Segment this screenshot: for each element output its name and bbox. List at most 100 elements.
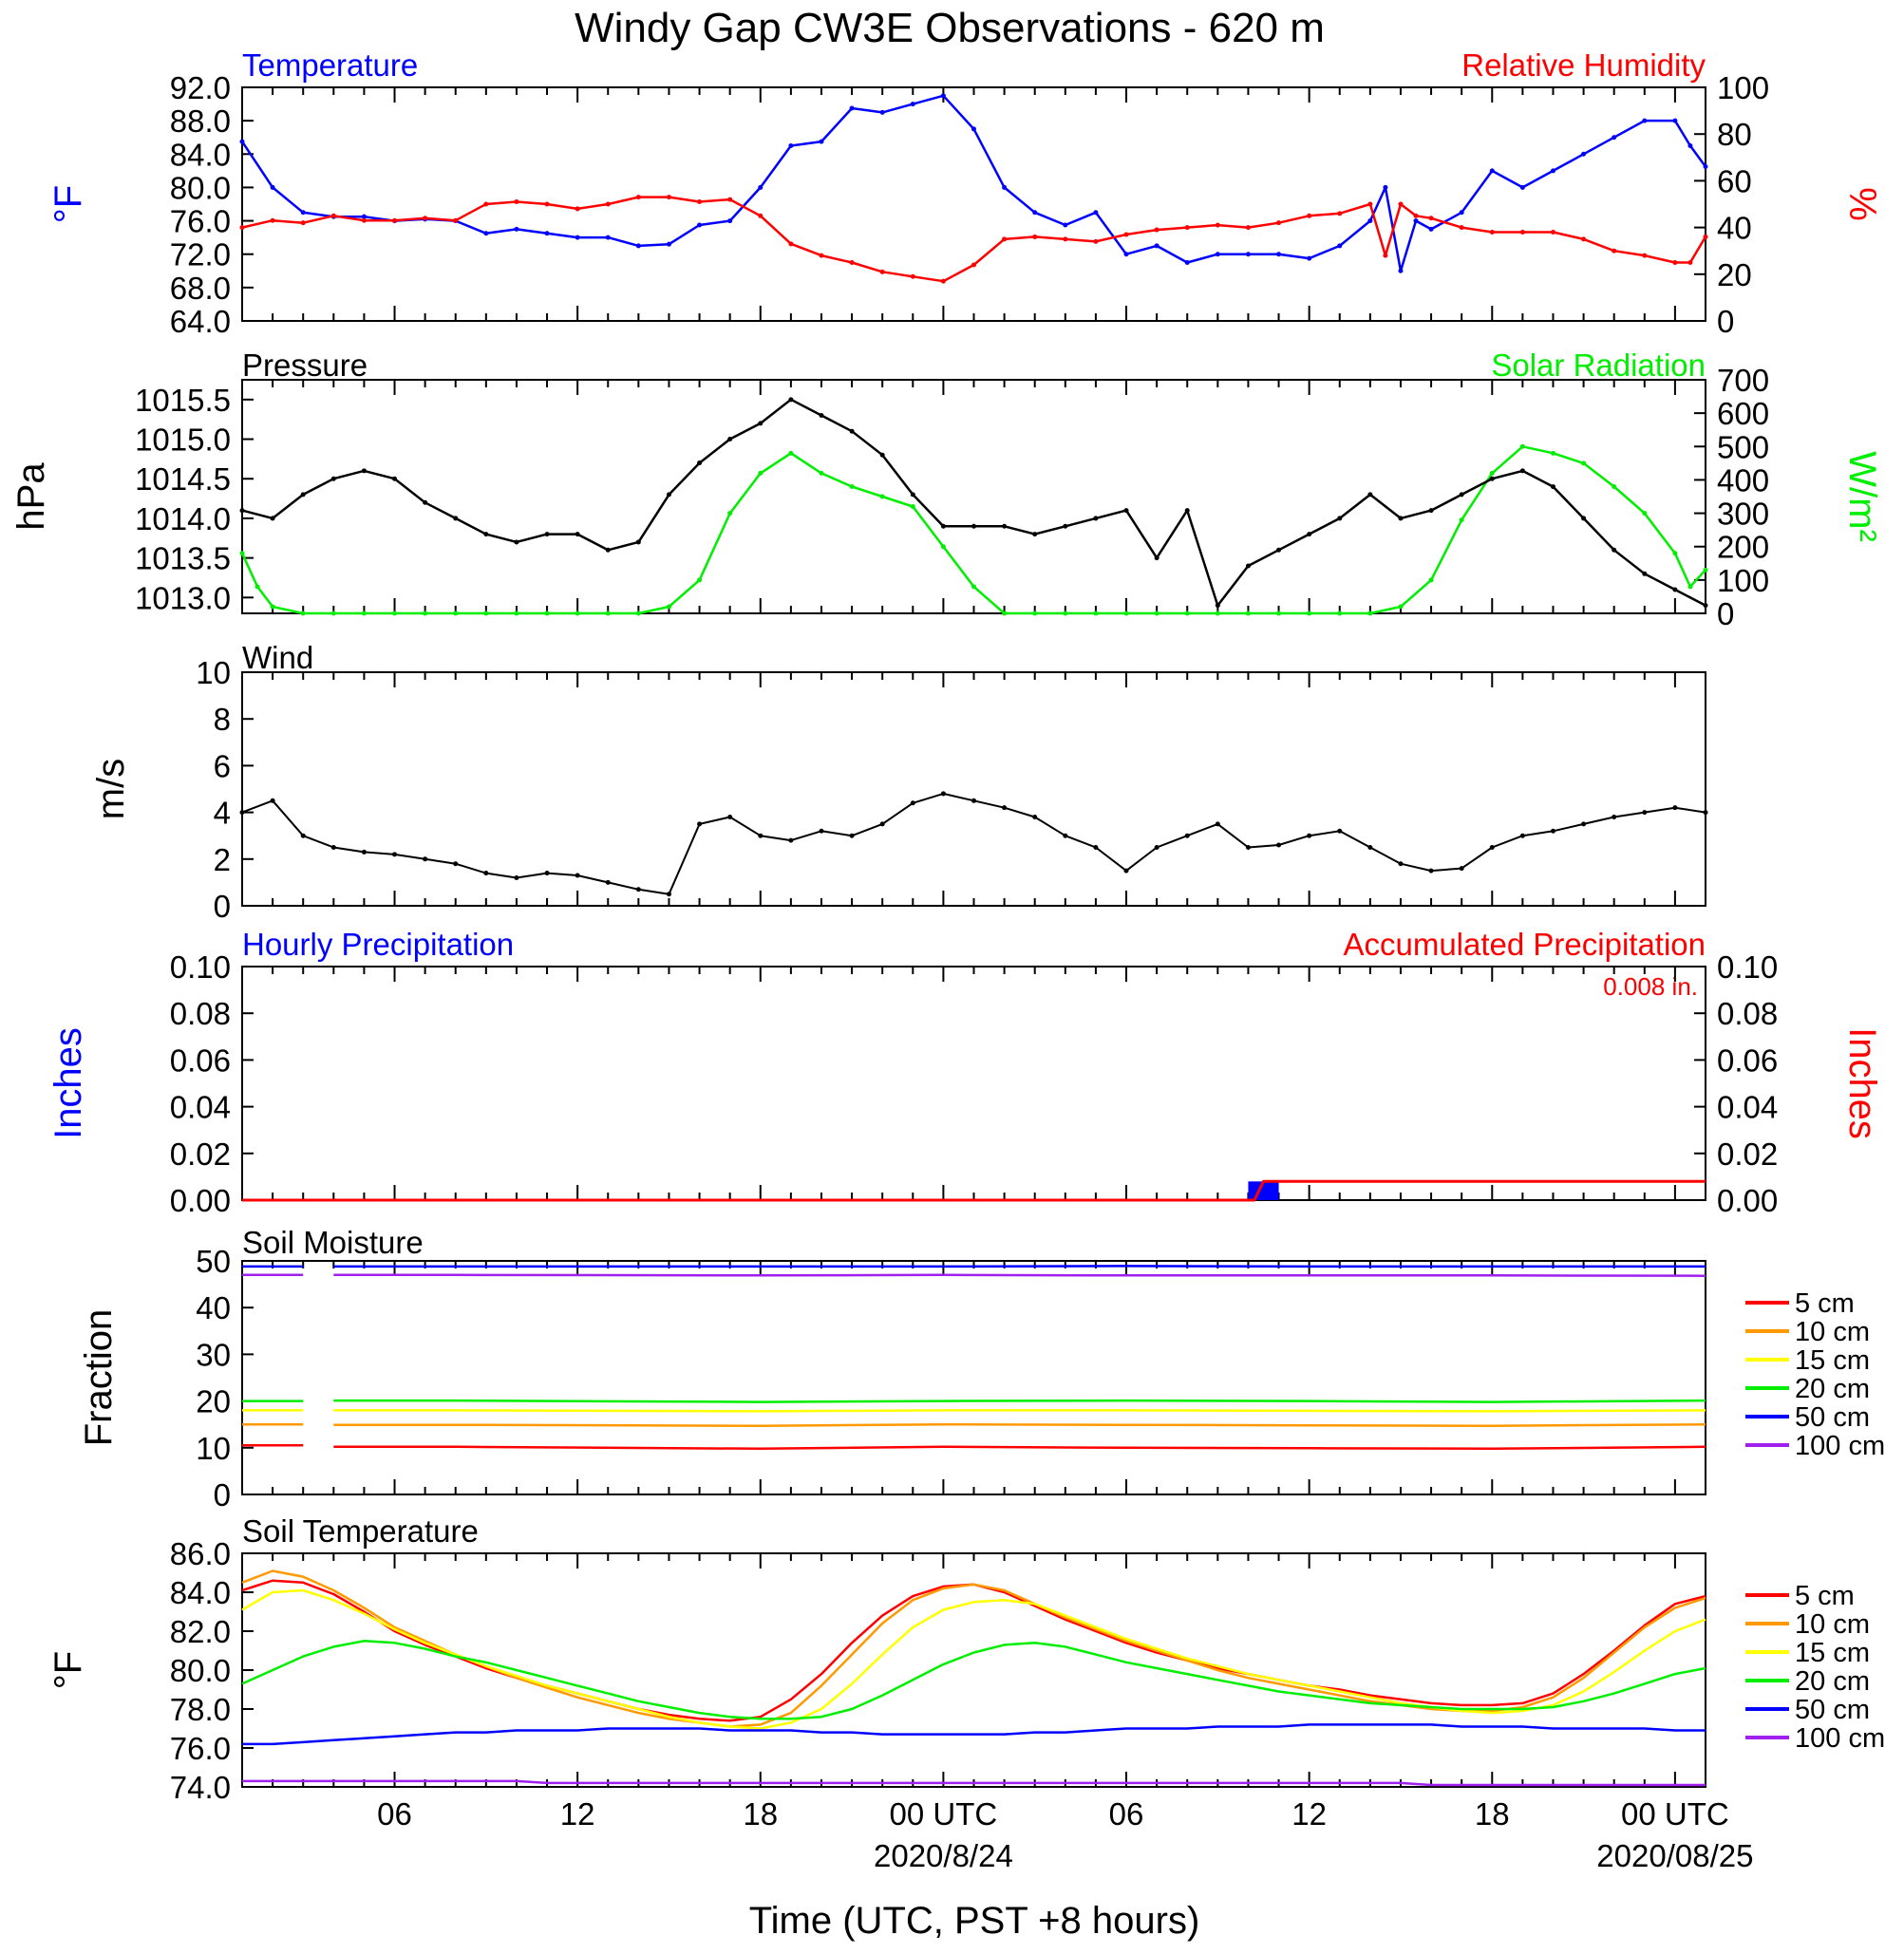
- wind-speed-point: [1032, 815, 1038, 820]
- pressure-unit: hPa: [10, 462, 52, 531]
- relative-humidity-point: [1123, 232, 1129, 237]
- solar-radiation-point: [605, 611, 611, 616]
- soil-moisture-5cm-line: [333, 1445, 1706, 1451]
- pressure-point: [270, 516, 275, 521]
- wind-speed-point: [575, 873, 580, 878]
- wind-speed-point: [1276, 842, 1282, 848]
- y-tick-label: 0: [214, 1477, 231, 1512]
- temperature-point: [544, 231, 550, 236]
- y-tick-label: 92.0: [170, 70, 231, 105]
- solar-radiation-point: [330, 611, 336, 616]
- legend-label: 50 cm: [1795, 1695, 1870, 1725]
- legend-label: 5 cm: [1795, 1288, 1855, 1319]
- humidity-title: Relative Humidity: [1461, 47, 1706, 83]
- soil-moisture-15cm-line: [333, 1409, 1706, 1413]
- temperature-panel: Temperature Relative Humidity °F % 92.08…: [47, 47, 1883, 339]
- solar-radiation-point: [635, 611, 641, 616]
- soil-temperature-x-ticks: [241, 1553, 1706, 1787]
- y-tick-label: 1015.5: [135, 383, 231, 418]
- temperature-point: [1123, 252, 1129, 257]
- pressure-point: [483, 532, 489, 537]
- legend-label: 100 cm: [1795, 1431, 1885, 1461]
- temperature-title: Temperature: [242, 47, 418, 83]
- relative-humidity-point: [1184, 225, 1190, 231]
- solar-radiation-point: [575, 611, 580, 616]
- pressure-point: [1398, 516, 1404, 521]
- pressure-point: [1063, 523, 1068, 529]
- y-tick-label: 86.0: [170, 1536, 231, 1571]
- soil-moisture-100cm-line: [333, 1273, 1706, 1277]
- solar-radiation-point: [727, 511, 733, 517]
- pressure-point: [819, 413, 824, 419]
- solar-unit: W/m²: [1841, 451, 1883, 542]
- relative-humidity-point: [879, 269, 885, 274]
- pressure-point: [1519, 468, 1525, 474]
- wind-speed-point: [1703, 810, 1708, 816]
- pressure-line: [241, 398, 1706, 607]
- relative-humidity-point: [1032, 234, 1038, 239]
- pressure-point: [1276, 547, 1282, 553]
- solar-radiation-point: [1398, 604, 1404, 610]
- soil-temp-20cm-line: [241, 1640, 1706, 1720]
- wind-speed-point: [1581, 821, 1587, 827]
- solar-radiation-point: [1687, 584, 1693, 590]
- wind-speed-point: [1367, 845, 1373, 850]
- pressure-point: [1245, 563, 1251, 569]
- wind-speed-point: [1154, 845, 1159, 850]
- relative-humidity-point: [239, 225, 245, 231]
- relative-humidity-point: [1703, 234, 1708, 239]
- y-tick-label: 300: [1717, 497, 1769, 532]
- wind-speed-point: [819, 828, 824, 834]
- y-tick-label: 200: [1717, 530, 1769, 565]
- relative-humidity-point: [1002, 236, 1008, 242]
- temperature-point: [1413, 218, 1419, 224]
- pressure-point: [1002, 523, 1008, 529]
- pressure-point: [361, 468, 367, 474]
- relative-humidity-point: [1063, 236, 1068, 242]
- precip-x-ticks: [241, 967, 1706, 1200]
- solar-radiation-point: [849, 483, 855, 489]
- temperature-point: [1428, 226, 1434, 232]
- relative-humidity-point: [1276, 220, 1282, 226]
- time-axis-tick-labels: 06 12 18 00 UTC 06 12 18 00 UTC 2020/8/24 2020/08…: [377, 1796, 1753, 1873]
- y-tick-label: 700: [1717, 363, 1769, 398]
- temperature-plot-frame: [241, 86, 1706, 322]
- pressure-point: [1703, 603, 1708, 609]
- solar-radiation-point: [1245, 611, 1251, 616]
- wind-speed-point: [514, 874, 519, 880]
- temperature-point: [1383, 184, 1388, 190]
- y-tick-label: 0.02: [170, 1137, 231, 1172]
- hourly-precip-unit: Inches: [47, 1027, 89, 1139]
- solar-radiation-point: [254, 584, 260, 590]
- precip-series: [242, 1179, 1706, 1202]
- legend-label: 15 cm: [1795, 1638, 1870, 1668]
- pressure-point: [239, 508, 245, 514]
- relative-humidity-point: [910, 273, 915, 279]
- solar-radiation-point: [1519, 443, 1525, 449]
- wind-speed-point: [1612, 815, 1617, 820]
- pressure-plot-frame: [241, 379, 1706, 614]
- solar-radiation-point: [1032, 611, 1038, 616]
- y-tick-label: 84.0: [170, 1575, 231, 1610]
- temperature-point: [1093, 210, 1099, 216]
- x-tick-label: 18: [743, 1796, 778, 1832]
- solar-radiation-point: [819, 470, 824, 476]
- y-tick-label: 6: [214, 748, 231, 783]
- relative-humidity-point: [1215, 222, 1220, 228]
- y-tick-label: 10: [196, 655, 231, 690]
- relative-humidity-point: [1581, 236, 1587, 242]
- relative-humidity-point: [1413, 213, 1419, 218]
- temperature-point: [1367, 218, 1373, 224]
- solar-radiation-point: [1459, 517, 1464, 523]
- relative-humidity-point: [849, 260, 855, 265]
- y-tick-label: 0.04: [170, 1090, 231, 1125]
- relative-humidity-point: [1672, 260, 1678, 265]
- pressure-point: [575, 532, 580, 537]
- pressure-point: [1184, 508, 1190, 514]
- solar-radiation-point: [300, 611, 306, 616]
- accumulated-precip-line: [242, 1179, 1706, 1202]
- relative-humidity-point: [697, 199, 703, 205]
- temperature-series: [239, 93, 1708, 284]
- y-tick-label: 400: [1717, 462, 1769, 498]
